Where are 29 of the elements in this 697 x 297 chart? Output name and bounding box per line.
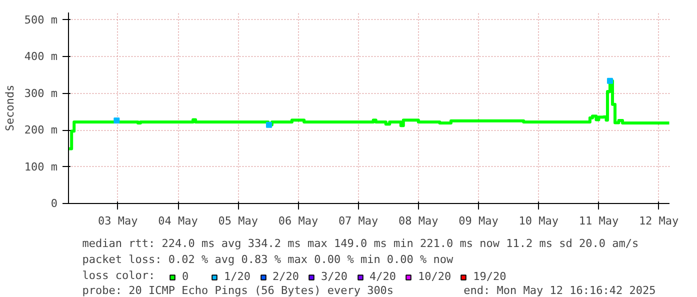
- legend-label: 10/20: [418, 270, 452, 283]
- x-tick-label: 08 May: [398, 214, 439, 228]
- x-tick-label: 04 May: [158, 214, 198, 228]
- x-tick-label: 03 May: [98, 214, 138, 228]
- x-tick-label: 09 May: [458, 214, 499, 228]
- y-tick-label: 400 m: [24, 50, 58, 64]
- y-tick-label: 300 m: [24, 86, 58, 100]
- legend-label: 1/20: [224, 270, 250, 283]
- text: probe: 20 ICMP Echo Pings (56 Bytes) every 300s: [82, 284, 394, 297]
- x-tick-label: 06 May: [278, 214, 318, 228]
- text: end: Mon May 12 16:16:42 2025: [464, 284, 656, 297]
- y-tick-label: 100 m: [24, 160, 58, 174]
- y-tick-label: 0: [50, 197, 58, 210]
- x-tick-label: 07 May: [338, 214, 379, 228]
- y-tick-label: 200 m: [24, 124, 58, 137]
- x-tick-label: 10 May: [518, 214, 559, 228]
- legend-label: 19/20: [473, 270, 506, 283]
- x-tick-label: 11 May: [578, 214, 619, 228]
- legend-title: loss color:: [82, 269, 156, 282]
- y-axis-title: Seconds: [3, 84, 16, 132]
- legend-label: 4/20: [370, 270, 396, 283]
- x-tick-label: 05 May: [218, 214, 258, 228]
- text: packet loss: 0.02 % avg 0.83 % max 0.00 % min 0.00 % now: [82, 253, 454, 266]
- legend-label: 0: [182, 270, 190, 283]
- legend-label: 3/20: [321, 270, 348, 283]
- text: median rtt: 224.0 ms avg 334.2 ms max 149.0 ms min 221.0 ms now 11.2 ms sd 20.0 am/s: [82, 237, 639, 250]
- legend-label: 2/20: [272, 270, 299, 283]
- x-tick-label: 12 May: [638, 214, 680, 228]
- y-tick-label: 500 m: [24, 13, 58, 26]
